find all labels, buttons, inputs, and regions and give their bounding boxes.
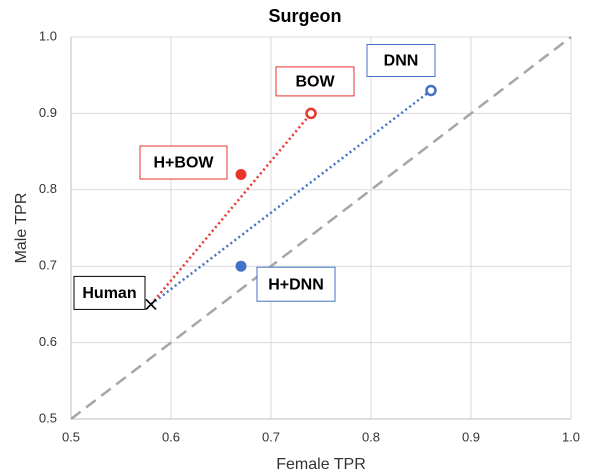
point: [145, 298, 157, 310]
x-tick-label: 0.8: [362, 429, 380, 444]
label-box: [366, 43, 436, 77]
y-tick-label: 1.0: [39, 28, 57, 43]
label-box: [139, 145, 228, 180]
label-box: [256, 266, 336, 302]
y-tick-label: 0.5: [39, 410, 57, 425]
x-axis-label: Female TPR: [276, 456, 366, 473]
legend-label: H+BOW: [154, 155, 215, 172]
x-tick-label: 1.0: [562, 429, 580, 444]
y-tick-label: 0.8: [39, 181, 57, 196]
label-box: [73, 275, 146, 310]
point: [305, 107, 317, 120]
x-tick-label: 0.6: [162, 429, 180, 444]
y-tick-label: 0.6: [39, 334, 57, 349]
link-line: [150, 112, 312, 306]
point: [235, 260, 247, 272]
reference-line: [70, 36, 572, 420]
point-cross: [145, 298, 157, 310]
x-tick-label: 0.9: [462, 429, 480, 444]
x-tick-label: 0.5: [62, 429, 80, 444]
legend-label: Human: [82, 285, 136, 302]
y-tick-label: 0.9: [39, 105, 57, 120]
y-axis-label: Male TPR: [13, 193, 30, 264]
legend-label: DNN: [384, 53, 419, 70]
label-box: [275, 66, 355, 97]
y-tick-label: 0.7: [39, 258, 57, 273]
x-tick-label: 0.7: [262, 429, 280, 444]
point: [425, 84, 437, 97]
legend-label: H+DNN: [268, 276, 324, 293]
point: [235, 169, 247, 181]
link-line: [150, 89, 432, 306]
chart-title: Surgeon: [268, 6, 341, 26]
legend-label: BOW: [295, 74, 335, 91]
